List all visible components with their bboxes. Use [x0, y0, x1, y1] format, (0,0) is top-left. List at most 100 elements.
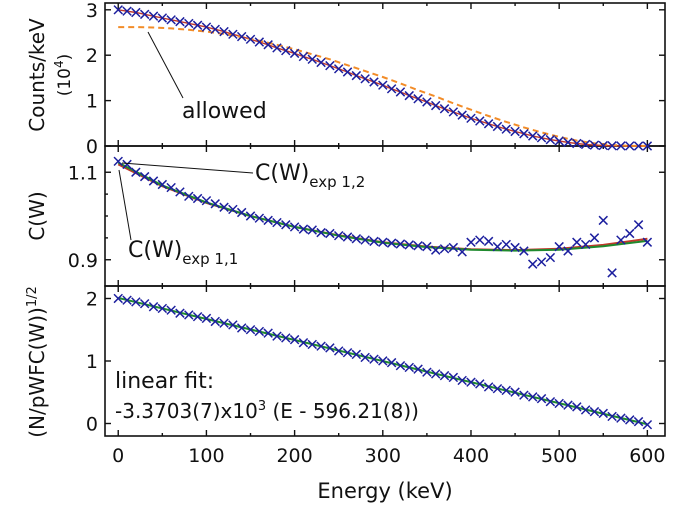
bot-point-50: [554, 398, 564, 409]
bot-point-45-b: [510, 387, 520, 397]
bot-point-55-b: [598, 408, 608, 419]
mid-point-34: [413, 241, 423, 251]
top-markers: [113, 5, 653, 151]
mid-point-15: [245, 211, 256, 221]
mid-point-2: [131, 167, 141, 177]
top-point-37-b: [439, 104, 450, 114]
cw-exp11-pointer-line: [118, 169, 132, 241]
mid-point-16: [254, 213, 265, 223]
mid-point-14-b: [236, 207, 247, 218]
mid-point-17: [263, 215, 273, 226]
bot-point-44-b: [501, 385, 511, 396]
top-y-label-units-base: (10: [55, 68, 75, 96]
top-point-17-b: [263, 40, 273, 50]
top-point-17: [263, 40, 273, 50]
bot-point-6: [166, 305, 176, 315]
bot-point-6-b: [166, 305, 176, 315]
top-ytick-label-1: 1: [86, 91, 98, 113]
bot-point-23: [316, 341, 326, 351]
top-point-16: [254, 37, 265, 47]
bot-point-31-b: [386, 357, 397, 368]
bot-point-14: [236, 323, 247, 333]
x-tick-label-600: 600: [629, 445, 665, 467]
top-point-11: [210, 24, 220, 35]
mid-point-45: [510, 242, 520, 253]
bot-point-59: [633, 416, 644, 427]
mid-point-35: [422, 241, 432, 252]
bottom-y-axis-label: (N/pWFC(W))1/2: [25, 286, 49, 438]
bot-point-54-b: [589, 406, 600, 417]
mid-point-43-b: [492, 241, 503, 252]
mid-point-39-b: [457, 247, 467, 257]
mid-point-4-b: [148, 176, 159, 186]
top-point-34: [413, 94, 423, 104]
bot-point-0-b: [113, 293, 123, 304]
top-point-20: [289, 48, 300, 59]
bot-point-28: [360, 352, 370, 363]
bot-point-44: [501, 385, 511, 396]
mid-point-0: [113, 156, 123, 167]
top-point-4-b: [148, 11, 159, 21]
mid-point-18-b: [272, 217, 282, 228]
top-ytick-label-2: 2: [86, 45, 98, 67]
mid-point-49: [545, 252, 556, 263]
bot-point-21-b: [298, 337, 309, 348]
bot-point-41-b: [475, 379, 485, 389]
top-point-21-b: [298, 51, 309, 62]
bot-point-17-b: [263, 328, 273, 338]
top-point-18: [272, 43, 282, 53]
x-tick-label-100: 100: [188, 445, 224, 467]
top-y-label-units-end: ): [55, 54, 75, 61]
bot-point-40-b: [466, 377, 476, 387]
cw-exp11-annotation: C(W)exp 1,1: [128, 238, 238, 268]
mid-point-50-b: [554, 241, 564, 252]
top-point-42: [483, 119, 494, 129]
top-point-45: [510, 126, 520, 137]
top-point-44-b: [501, 124, 511, 134]
cw-exp12-annotation: C(W)exp 1,2: [255, 161, 365, 191]
top-point-23-b: [316, 57, 326, 68]
mid-point-33-b: [404, 240, 414, 250]
bot-point-42: [483, 382, 494, 392]
top-point-42-b: [483, 119, 494, 129]
top-point-59-b: [633, 141, 644, 151]
mid-point-58-b: [624, 228, 635, 239]
bot-point-42-b: [483, 382, 494, 392]
mid-point-31: [386, 238, 397, 248]
bot-ytick-label-0: 0: [86, 414, 98, 436]
bot-point-0: [113, 293, 123, 304]
x-axis-label: Energy (keV): [317, 479, 452, 503]
mid-point-9-b: [192, 193, 203, 204]
top-point-8-b: [184, 18, 194, 29]
top-point-58: [624, 141, 635, 151]
mid-point-38: [448, 242, 459, 253]
mid-point-54-b: [589, 233, 600, 243]
top-point-0: [113, 5, 123, 15]
mid-point-31-b: [386, 238, 397, 248]
top-point-1-b: [122, 6, 132, 16]
top-point-24-b: [325, 60, 335, 71]
bottom-y-label-sup: 1/2: [25, 286, 40, 307]
mid-point-50: [554, 241, 564, 252]
top-point-22-b: [307, 54, 317, 65]
x-tick-labels: 0 100 200 300 400 500 600: [112, 445, 665, 467]
mid-point-4: [148, 176, 159, 186]
top-point-3-b: [139, 9, 150, 20]
bot-point-25-b: [333, 346, 344, 356]
mid-point-32-b: [395, 239, 406, 249]
bot-point-53-b: [580, 405, 591, 415]
top-point-52: [572, 138, 582, 149]
top-point-29-b: [369, 77, 379, 87]
top-point-53-b: [580, 139, 591, 150]
mid-point-46-b: [519, 246, 529, 256]
mid-point-30-b: [378, 237, 388, 247]
top-point-28-b: [360, 74, 370, 84]
mid-point-44-b: [501, 239, 511, 250]
bot-point-16-b: [254, 326, 265, 337]
mid-point-41: [475, 235, 485, 245]
top-point-59: [633, 141, 644, 151]
top-point-55: [598, 140, 608, 151]
bot-point-57: [616, 413, 626, 423]
bot-point-2-b: [131, 297, 141, 307]
mid-point-33: [404, 240, 414, 250]
